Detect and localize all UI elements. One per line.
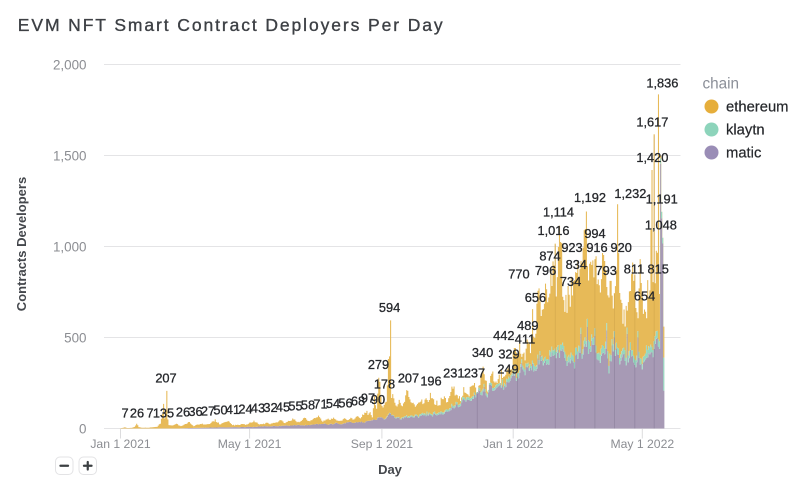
svg-text:56: 56 xyxy=(338,395,352,410)
svg-text:matic: matic xyxy=(726,146,762,162)
svg-text:1,420: 1,420 xyxy=(636,150,668,165)
svg-text:916: 916 xyxy=(586,240,607,255)
svg-text:815: 815 xyxy=(648,261,669,276)
svg-text:Jan 1 2022: Jan 1 2022 xyxy=(483,437,544,451)
svg-text:920: 920 xyxy=(611,240,632,255)
svg-text:Day: Day xyxy=(378,462,403,477)
svg-text:1,232: 1,232 xyxy=(614,186,646,201)
svg-text:1,000: 1,000 xyxy=(53,239,87,254)
svg-text:923: 923 xyxy=(561,240,582,255)
svg-text:994: 994 xyxy=(584,226,605,241)
svg-text:71: 71 xyxy=(313,396,327,411)
svg-text:0: 0 xyxy=(79,421,86,436)
svg-text:811: 811 xyxy=(624,261,644,276)
svg-text:50: 50 xyxy=(213,402,227,417)
svg-text:178: 178 xyxy=(374,376,395,391)
svg-text:45: 45 xyxy=(276,399,290,414)
svg-text:58: 58 xyxy=(301,397,315,412)
svg-text:654: 654 xyxy=(634,288,655,303)
svg-text:1,114: 1,114 xyxy=(543,205,574,220)
svg-text:411: 411 xyxy=(515,331,535,346)
svg-text:36: 36 xyxy=(188,404,202,419)
svg-text:237: 237 xyxy=(464,365,485,380)
svg-text:54: 54 xyxy=(326,396,340,411)
svg-text:874: 874 xyxy=(539,249,560,264)
svg-text:55: 55 xyxy=(288,398,302,413)
svg-text:196: 196 xyxy=(420,373,441,388)
svg-text:489: 489 xyxy=(517,318,538,333)
svg-text:May 1 2022: May 1 2022 xyxy=(610,437,674,451)
svg-text:793: 793 xyxy=(596,263,617,278)
svg-text:770: 770 xyxy=(508,266,529,281)
svg-text:43: 43 xyxy=(251,400,265,415)
svg-text:249: 249 xyxy=(497,361,518,376)
svg-text:1,617: 1,617 xyxy=(636,114,668,129)
svg-text:1,048: 1,048 xyxy=(645,217,677,232)
svg-text:500: 500 xyxy=(64,330,86,345)
svg-text:7: 7 xyxy=(146,405,153,420)
svg-text:594: 594 xyxy=(379,300,400,315)
svg-text:26: 26 xyxy=(176,404,190,419)
svg-text:1,191: 1,191 xyxy=(646,192,678,207)
svg-text:1,500: 1,500 xyxy=(53,148,87,163)
svg-text:207: 207 xyxy=(398,370,419,385)
svg-text:chain: chain xyxy=(703,75,740,92)
svg-text:231: 231 xyxy=(443,365,464,380)
svg-text:32: 32 xyxy=(263,400,277,415)
svg-text:EVM NFT Smart Contract Deploye: EVM NFT Smart Contract Deployers Per Day xyxy=(18,15,445,35)
svg-text:Contracts Developers: Contracts Developers xyxy=(14,177,29,311)
svg-text:68: 68 xyxy=(351,393,365,408)
svg-text:24: 24 xyxy=(238,401,252,416)
svg-text:329: 329 xyxy=(498,346,519,361)
svg-text:97: 97 xyxy=(361,390,375,405)
svg-text:135: 135 xyxy=(153,405,174,420)
svg-text:207: 207 xyxy=(155,370,176,385)
svg-text:Sep 1 2021: Sep 1 2021 xyxy=(351,437,414,451)
svg-text:ethereum: ethereum xyxy=(726,100,789,116)
svg-text:1,192: 1,192 xyxy=(574,190,606,205)
svg-text:90: 90 xyxy=(371,392,385,407)
svg-text:1,836: 1,836 xyxy=(646,75,678,90)
svg-text:1,016: 1,016 xyxy=(537,223,569,238)
svg-text:26: 26 xyxy=(130,405,144,420)
svg-text:klaytn: klaytn xyxy=(726,123,765,139)
svg-text:656: 656 xyxy=(525,290,546,305)
svg-text:279: 279 xyxy=(368,357,389,372)
svg-text:734: 734 xyxy=(560,274,581,289)
svg-text:442: 442 xyxy=(493,328,514,343)
svg-text:834: 834 xyxy=(566,257,587,272)
svg-text:2,000: 2,000 xyxy=(53,57,87,72)
svg-text:27: 27 xyxy=(201,403,215,418)
svg-text:41: 41 xyxy=(226,402,240,417)
svg-text:796: 796 xyxy=(535,263,556,278)
svg-text:340: 340 xyxy=(472,345,493,360)
svg-text:Jan 1 2021: Jan 1 2021 xyxy=(90,437,151,451)
svg-text:May 1 2021: May 1 2021 xyxy=(218,437,282,451)
svg-text:7: 7 xyxy=(121,405,128,420)
